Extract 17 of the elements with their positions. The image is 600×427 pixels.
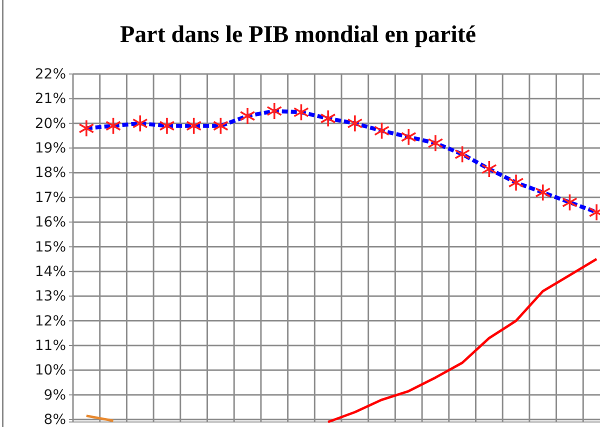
- y-tick-label: 22%: [34, 66, 66, 82]
- y-tick-label: 21%: [34, 91, 66, 108]
- y-tick-label: 15%: [34, 239, 66, 256]
- y-tick-label: 8%: [44, 412, 66, 427]
- y-tick-label: 19%: [34, 140, 66, 157]
- y-tick-label: 11%: [34, 338, 66, 354]
- chart-title: Part dans le PIB mondial en parité: [120, 22, 476, 48]
- y-tick-label: 17%: [34, 190, 66, 206]
- y-tick-label: 12%: [34, 313, 66, 330]
- y-tick-label: 14%: [34, 264, 66, 280]
- y-tick-label: 20%: [34, 116, 66, 132]
- y-tick-label: 10%: [34, 362, 66, 379]
- line-series: [326, 258, 598, 424]
- y-tick-label: 13%: [34, 288, 66, 305]
- y-tick-label: 16%: [34, 214, 66, 231]
- y-tick-label: 9%: [44, 387, 66, 404]
- y-tick-label: 18%: [34, 165, 66, 182]
